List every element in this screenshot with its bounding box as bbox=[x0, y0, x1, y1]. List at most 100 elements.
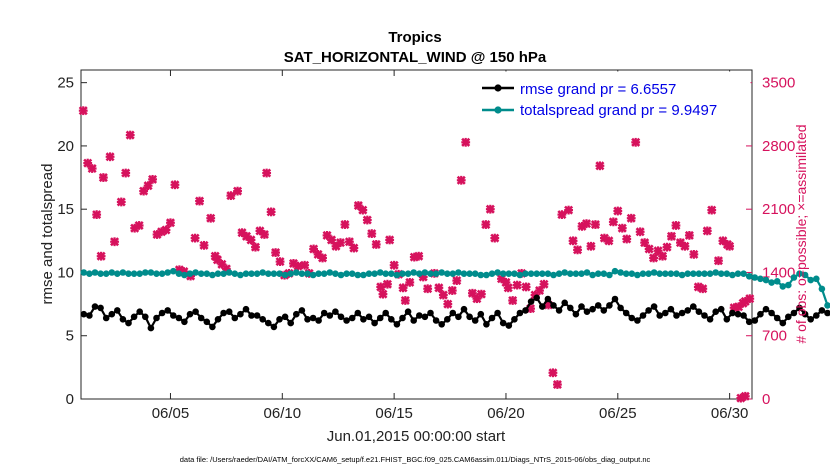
rmse-point bbox=[81, 311, 88, 318]
rmse-point bbox=[461, 306, 468, 313]
totalspread-point bbox=[259, 269, 266, 276]
rmse-point bbox=[176, 315, 183, 322]
totalspread-point bbox=[304, 270, 311, 277]
obs-count-point bbox=[434, 283, 443, 292]
totalspread-point bbox=[405, 270, 412, 277]
obs-count-point bbox=[97, 252, 106, 261]
totalspread-point bbox=[81, 269, 88, 276]
rmse-point bbox=[539, 303, 546, 310]
rmse-point bbox=[109, 311, 116, 318]
rmse-point bbox=[148, 325, 155, 332]
rmse-point bbox=[483, 321, 490, 328]
obs-count-point bbox=[233, 187, 242, 196]
totalspread-point bbox=[550, 272, 557, 279]
obs-count-point bbox=[672, 221, 681, 230]
rmse-point bbox=[282, 314, 289, 321]
rmse-point bbox=[740, 312, 747, 319]
rmse-point bbox=[567, 305, 574, 312]
obs-count-point bbox=[148, 175, 157, 184]
obs-count-point bbox=[367, 229, 376, 238]
totalspread-point bbox=[321, 270, 328, 277]
rmse-point bbox=[254, 312, 261, 319]
obs-count-point bbox=[557, 210, 566, 219]
right-y-tick-label: 700 bbox=[762, 328, 787, 345]
rmse-point bbox=[259, 316, 266, 323]
obs-count-point bbox=[622, 235, 631, 244]
rmse-point bbox=[405, 308, 412, 315]
obs-count-point bbox=[171, 180, 180, 189]
rmse-point bbox=[215, 316, 222, 323]
totalspread-point bbox=[209, 272, 216, 279]
rmse-point bbox=[578, 303, 585, 310]
legend-totalspread-marker bbox=[494, 106, 501, 113]
totalspread-point bbox=[757, 276, 764, 283]
rmse-point bbox=[785, 314, 792, 321]
totalspread-point bbox=[86, 270, 93, 277]
rmse-point bbox=[382, 310, 389, 317]
obs-count-point bbox=[349, 244, 358, 253]
totalspread-point bbox=[724, 270, 731, 277]
rmse-point bbox=[204, 319, 211, 326]
totalspread-point bbox=[92, 269, 99, 276]
obs-count-point bbox=[336, 238, 345, 247]
obs-count-point bbox=[564, 206, 573, 215]
rmse-point bbox=[494, 310, 501, 317]
rmse-point bbox=[589, 306, 596, 313]
totalspread-point bbox=[813, 276, 820, 283]
obs-count-point bbox=[405, 278, 414, 287]
rmse-point bbox=[601, 307, 608, 314]
totalspread-point bbox=[746, 273, 753, 280]
totalspread-point bbox=[293, 269, 300, 276]
totalspread-point bbox=[120, 269, 127, 276]
rmse-point bbox=[561, 300, 568, 307]
rmse-point bbox=[377, 315, 384, 322]
totalspread-point bbox=[645, 270, 652, 277]
chart-title: Tropics bbox=[388, 29, 441, 46]
left-y-tick-label: 10 bbox=[57, 264, 74, 281]
obs-count-point bbox=[698, 284, 707, 293]
obs-count-point bbox=[99, 173, 108, 182]
rmse-point bbox=[142, 314, 149, 321]
obs-count-point bbox=[714, 256, 723, 265]
rmse-point bbox=[371, 320, 378, 327]
obs-count-point bbox=[206, 214, 215, 223]
totalspread-point bbox=[612, 268, 619, 275]
rmse-point bbox=[416, 312, 423, 319]
rmse-point bbox=[489, 315, 496, 322]
obs-count-point bbox=[271, 248, 280, 257]
rmse-point bbox=[450, 310, 457, 317]
obs-count-point bbox=[106, 152, 115, 161]
totalspread-point bbox=[220, 270, 227, 277]
rmse-point bbox=[114, 307, 121, 314]
rmse-point bbox=[399, 315, 406, 322]
obs-count-point bbox=[423, 284, 432, 293]
rmse-point bbox=[164, 307, 171, 314]
totalspread-point bbox=[282, 272, 289, 279]
totalspread-point bbox=[159, 270, 166, 277]
obs-count-point bbox=[667, 232, 676, 241]
rmse-point bbox=[433, 317, 440, 324]
obs-count-point bbox=[363, 216, 372, 225]
rmse-point bbox=[651, 303, 658, 310]
totalspread-point bbox=[103, 270, 110, 277]
obs-count-point bbox=[401, 296, 410, 305]
rmse-point bbox=[550, 302, 557, 309]
totalspread-point bbox=[332, 270, 339, 277]
totalspread-point bbox=[338, 272, 345, 279]
obs-count-point bbox=[549, 368, 558, 377]
obs-count-point bbox=[439, 291, 448, 300]
totalspread-point bbox=[226, 269, 233, 276]
obs-count-point bbox=[162, 226, 171, 235]
obs-count-point bbox=[540, 280, 549, 289]
rmse-point bbox=[366, 314, 373, 321]
rmse-point bbox=[690, 303, 697, 310]
obs-count-point bbox=[443, 300, 452, 309]
rmse-point bbox=[696, 308, 703, 315]
rmse-point bbox=[226, 308, 233, 315]
rmse-point bbox=[735, 311, 742, 318]
rmse-point bbox=[774, 315, 781, 322]
obs-count-point bbox=[200, 241, 209, 250]
totalspread-point bbox=[679, 272, 686, 279]
totalspread-point bbox=[589, 272, 596, 279]
left-y-tick-label: 25 bbox=[57, 75, 74, 92]
